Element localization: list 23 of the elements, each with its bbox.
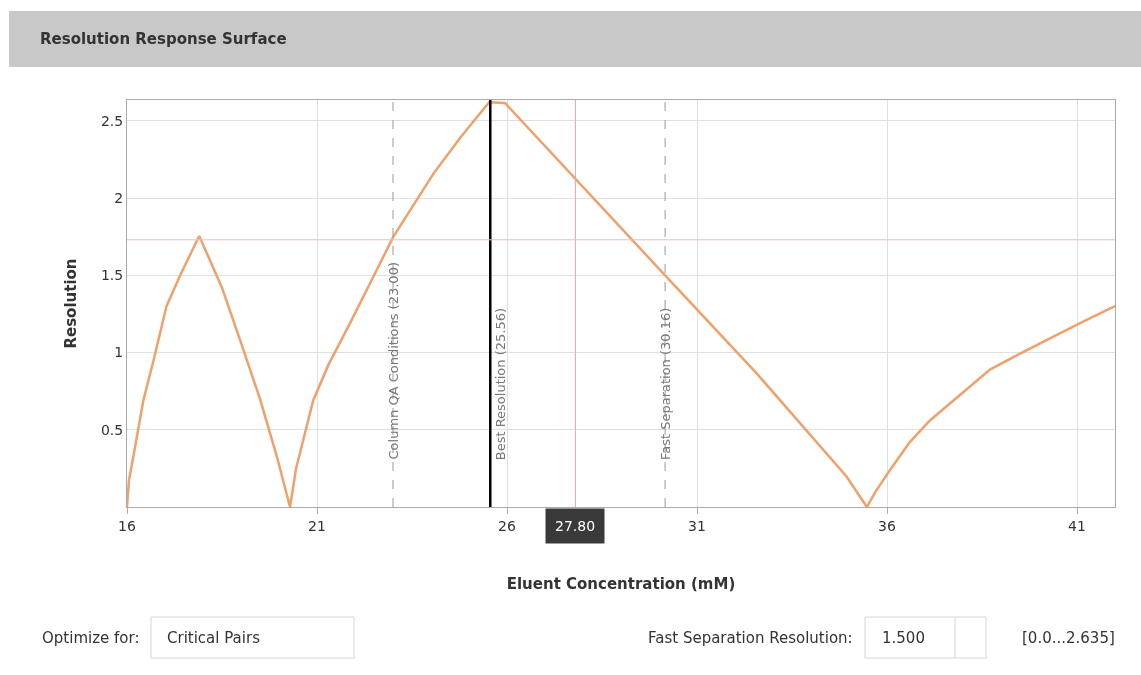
chart-title: Resolution Response Surface <box>40 30 287 49</box>
y-tick-label: 2 <box>114 189 124 206</box>
x-tick-label: 16 <box>118 517 136 534</box>
y-tick-label: 2.5 <box>100 112 124 129</box>
x-tick-label: 41 <box>1068 517 1086 534</box>
x-tick-label: 21 <box>308 517 326 534</box>
ref-line-label: Best Resolution (25.56) <box>493 307 509 461</box>
y-tick-label: 0.5 <box>100 421 124 438</box>
x-tick-label: 31 <box>688 517 706 534</box>
text: Optimize for: <box>42 629 140 647</box>
x-axis-title: Eluent Concentration (mM) <box>506 574 736 593</box>
y-tick-label: 1 <box>114 344 124 361</box>
text: [0.0...2.635] <box>1022 629 1115 647</box>
y-axis-title: Resolution <box>62 258 81 349</box>
ref-line-label: Fast Separation (30.16) <box>658 307 674 461</box>
text: 1.500 <box>882 629 925 647</box>
text: Critical Pairs <box>167 629 261 647</box>
x-tick-label: 26 <box>498 517 516 534</box>
text: Fast Separation Resolution: <box>648 629 853 647</box>
x-tick-label: 36 <box>878 517 896 534</box>
ref-line-label: Column QA Conditions (23.00) <box>385 262 401 460</box>
y-tick-label: 1.5 <box>100 267 124 284</box>
ref-line-label: 27.80 <box>555 518 596 534</box>
